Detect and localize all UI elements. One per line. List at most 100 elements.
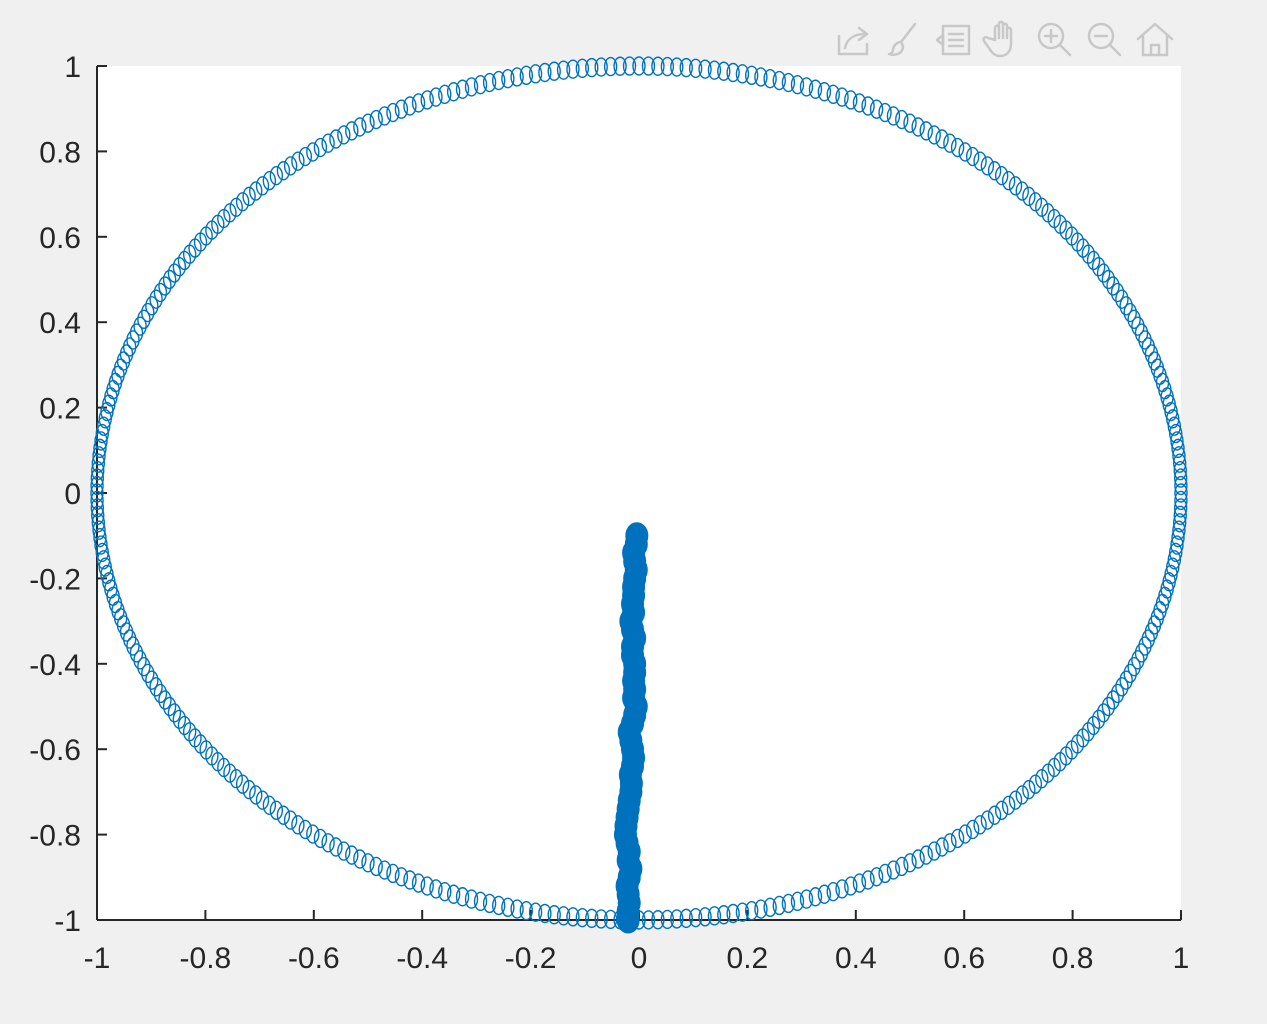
ring-point — [965, 146, 980, 167]
ring-point — [353, 849, 367, 869]
ring-point — [878, 863, 892, 884]
ring-point — [126, 330, 140, 350]
x-tick-label: -0.6 — [288, 942, 340, 975]
brush-icon[interactable] — [887, 22, 917, 56]
ring-point — [90, 475, 104, 496]
ring-point — [92, 446, 106, 466]
ring-point — [1110, 683, 1125, 704]
x-tick-label: 0.6 — [943, 942, 985, 975]
ring-point — [528, 902, 543, 922]
ring-point — [269, 165, 284, 186]
ring-point — [641, 910, 656, 930]
ring-point — [429, 879, 443, 899]
ring-point — [411, 93, 426, 113]
ring-point — [93, 438, 107, 459]
ring-point — [660, 909, 675, 930]
ring-point — [255, 790, 270, 810]
ring-point — [594, 57, 608, 77]
ring-point — [438, 84, 452, 105]
ring-point — [455, 887, 470, 907]
ring-point — [145, 296, 159, 316]
ring-point — [903, 113, 917, 133]
ring-point — [1001, 795, 1016, 815]
export-icon[interactable] — [837, 26, 869, 56]
ring-point — [943, 133, 957, 153]
ring-point — [1167, 550, 1182, 570]
ring-point — [781, 72, 796, 93]
series-open-circles — [90, 56, 1188, 930]
ring-point — [754, 899, 768, 919]
ring-point — [394, 99, 409, 119]
x-tick-label: 0.8 — [1052, 942, 1094, 975]
legend-icon[interactable] — [935, 24, 971, 56]
ring-point — [1169, 423, 1183, 444]
ring-point — [538, 62, 552, 83]
ring-point — [283, 156, 298, 176]
ring-point — [403, 96, 417, 116]
ring-point — [594, 909, 608, 929]
ring-point — [98, 409, 112, 429]
ring-point — [91, 460, 105, 481]
ring-point — [153, 683, 168, 704]
ring-point — [808, 79, 823, 99]
ring-point — [95, 423, 109, 444]
ring-point — [1123, 663, 1137, 684]
zoom-in-icon[interactable] — [1037, 22, 1072, 57]
ring-point — [229, 769, 243, 789]
ring-point — [763, 68, 777, 89]
y-ticks: -1 -0.8 -0.6 -0.4 -0.2 0 0.2 0.4 0.6 0.8 1 — [29, 51, 107, 938]
ring-point — [528, 64, 543, 84]
ring-point — [1169, 542, 1183, 563]
ring-point — [994, 165, 1009, 186]
ring-point — [744, 65, 759, 86]
ring-point — [329, 129, 343, 149]
ring-point — [313, 137, 328, 158]
ring-point — [826, 84, 840, 105]
ring-point — [1096, 703, 1111, 723]
axes: -1 -0.8 -0.6 -0.4 -0.2 0 0.2 0.4 0.6 0.8 1 -1-0.8-… — [29, 51, 1189, 975]
ring-point — [585, 57, 599, 78]
ring-point — [337, 841, 351, 861]
y-tick-label: 0.8 — [39, 136, 81, 169]
ring-point — [90, 468, 105, 488]
ring-point — [688, 58, 703, 79]
ring-point — [510, 899, 524, 919]
ring-point — [958, 824, 972, 844]
x-tick-label: -1 — [84, 942, 111, 975]
ring-point — [547, 905, 561, 925]
ring-point — [167, 263, 182, 283]
ring-point — [1119, 670, 1133, 690]
ring-point — [411, 873, 426, 893]
ring-point — [641, 56, 656, 76]
ring-point — [91, 513, 106, 533]
x-tick-label: 1 — [1173, 942, 1190, 975]
ring-point — [698, 59, 712, 79]
ring-point — [556, 60, 571, 80]
ring-point — [651, 56, 665, 76]
ring-point — [994, 800, 1009, 821]
ring-point — [735, 64, 750, 84]
ring-point — [313, 828, 328, 849]
zoom-out-icon[interactable] — [1087, 22, 1122, 57]
ring-point — [1091, 709, 1106, 729]
ring-point — [1096, 263, 1111, 283]
axes-toolbar[interactable] — [837, 20, 1174, 58]
ring-point — [501, 68, 515, 89]
ring-point — [1115, 677, 1129, 697]
ring-point — [790, 74, 805, 95]
y-tick-label: -0.6 — [29, 734, 81, 767]
ring-point — [707, 60, 722, 80]
ring-point — [353, 117, 367, 137]
pan-icon[interactable] — [982, 20, 1013, 58]
ring-point — [958, 142, 972, 162]
home-icon[interactable] — [1136, 22, 1174, 57]
ring-point — [255, 176, 270, 196]
ring-point — [464, 77, 479, 97]
y-tick-label: 1 — [64, 51, 81, 84]
ring-point — [149, 677, 163, 697]
ring-point — [93, 527, 107, 548]
ring-point — [242, 186, 256, 207]
ring-point — [1170, 535, 1184, 555]
ring-point — [321, 133, 335, 153]
ring-point — [965, 819, 980, 840]
